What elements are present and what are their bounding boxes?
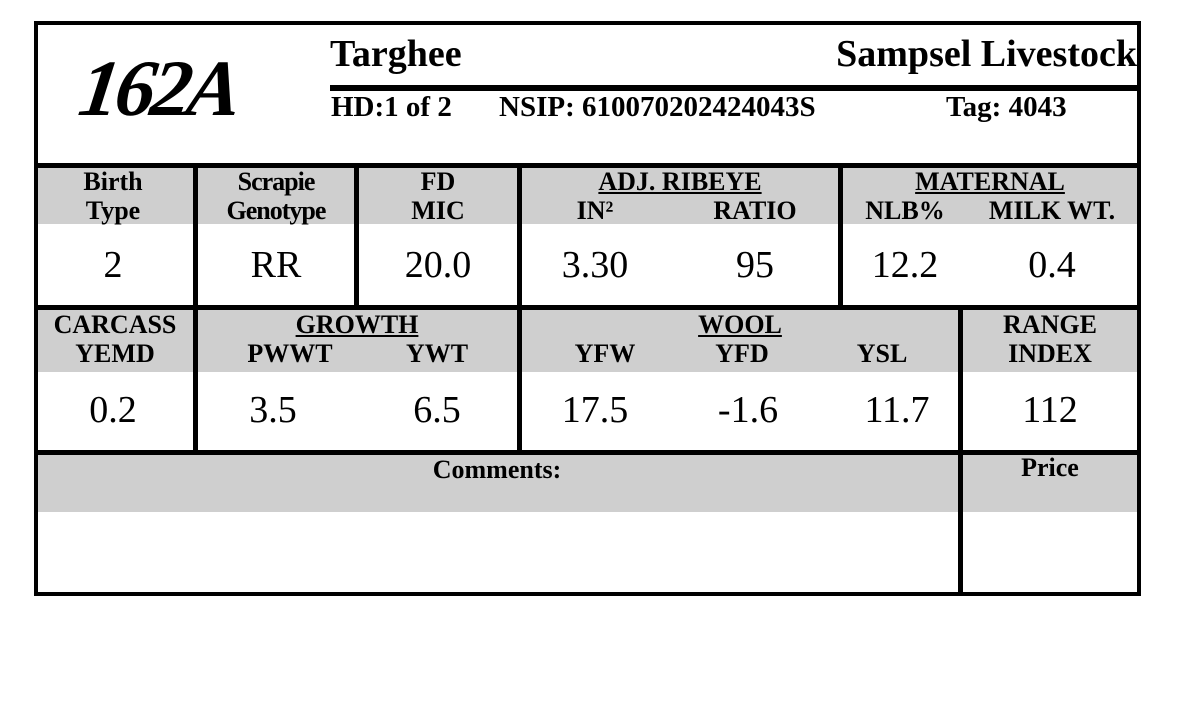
label: IN² <box>576 196 614 225</box>
label: YFW <box>574 339 636 368</box>
rule <box>958 455 963 596</box>
hd: HD:1 of 2 <box>331 91 452 123</box>
value: 6.5 <box>413 389 461 431</box>
header-band <box>38 455 1137 512</box>
label: NLB% <box>865 196 945 225</box>
rule <box>34 305 1141 310</box>
value: 20.0 <box>404 244 472 286</box>
nsip: NSIP: 610070202424043S <box>499 91 816 123</box>
breed: Targhee <box>330 33 462 75</box>
label: MILK WT. <box>988 196 1116 225</box>
header-band <box>38 168 1137 224</box>
rule <box>517 310 522 452</box>
label: YEMD <box>75 339 155 368</box>
group-label: ADJ. RIBEYE <box>598 167 762 196</box>
rule <box>193 310 198 452</box>
value: 17.5 <box>561 389 629 431</box>
label: FD <box>420 167 456 196</box>
value: RR <box>250 244 302 286</box>
value: 95 <box>736 244 774 286</box>
value: 3.30 <box>561 244 629 286</box>
label: YFD <box>715 339 769 368</box>
breeder: Sampsel Livestock <box>836 33 1137 75</box>
rule <box>517 168 522 307</box>
group-label: WOOL <box>698 310 782 339</box>
label: RATIO <box>713 196 797 225</box>
label: Type <box>85 196 141 225</box>
rule <box>958 310 963 452</box>
rule <box>34 163 1141 168</box>
value: 2 <box>103 244 123 286</box>
rule <box>34 450 1141 455</box>
label: CARCASS <box>53 310 177 339</box>
label: MIC <box>411 196 465 225</box>
rule <box>838 168 843 307</box>
label: RANGE <box>1003 310 1097 339</box>
label: PWWT <box>247 339 333 368</box>
value: 112 <box>1022 389 1078 431</box>
label: Birth <box>83 167 143 196</box>
value: -1.6 <box>717 389 779 431</box>
tag: Tag: 4043 <box>946 91 1067 123</box>
price-label: Price <box>1021 453 1079 482</box>
label: INDEX <box>1008 339 1092 368</box>
value: 11.7 <box>864 389 930 431</box>
comments-label: Comments: <box>432 455 562 484</box>
label: Scrapie <box>237 167 316 196</box>
label: YSL <box>856 339 908 368</box>
value: 0.2 <box>89 389 137 431</box>
rule <box>354 168 359 307</box>
label: YWT <box>405 339 469 368</box>
header-band <box>38 310 1137 372</box>
value: 3.5 <box>249 389 297 431</box>
rule <box>330 85 1137 91</box>
label: Genotype <box>226 196 327 225</box>
group-label: MATERNAL <box>915 167 1065 196</box>
animal-id: 162A <box>73 45 244 133</box>
value: 0.4 <box>1028 244 1076 286</box>
group-label: GROWTH <box>295 310 419 339</box>
rule <box>193 168 198 307</box>
value: 12.2 <box>871 244 939 286</box>
